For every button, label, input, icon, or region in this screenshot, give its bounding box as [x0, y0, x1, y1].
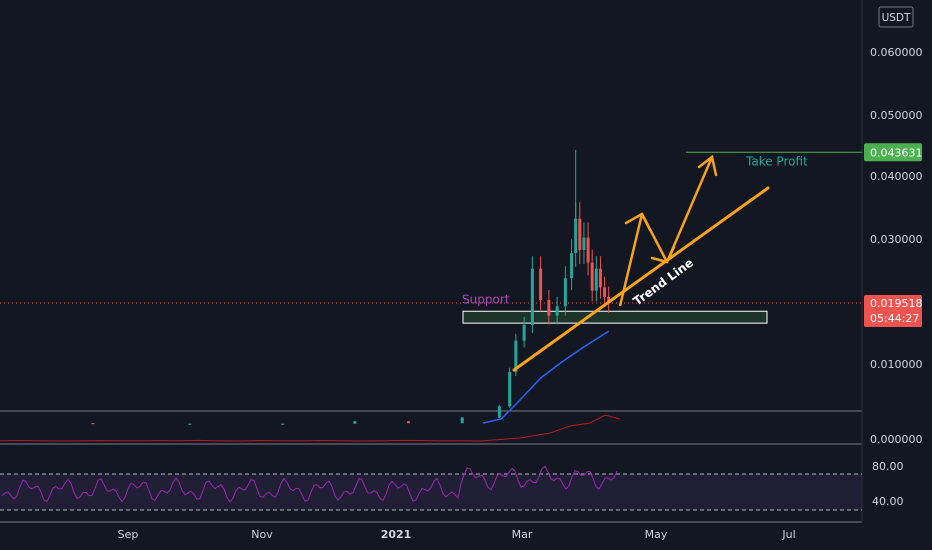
- time-label: Jul: [781, 528, 795, 541]
- take-profit-label: Take Profit: [745, 154, 808, 168]
- price-tick: 0.030000: [870, 233, 923, 246]
- candle-body: [539, 269, 542, 300]
- candle-body: [595, 269, 598, 291]
- time-label: Mar: [512, 528, 533, 541]
- candle-body: [523, 325, 526, 341]
- candle-body: [188, 424, 191, 425]
- rsi-band-fill: [0, 474, 862, 510]
- time-label: May: [645, 528, 668, 541]
- price-tick: 0.010000: [870, 358, 923, 371]
- candle-body: [599, 269, 602, 288]
- candle-body: [531, 269, 534, 325]
- current-price: 0.019518: [870, 297, 923, 310]
- candle-body: [582, 238, 585, 251]
- candle-body: [353, 421, 356, 424]
- currency-label: USDT: [882, 12, 911, 24]
- candle-body: [570, 253, 573, 278]
- candle-body: [498, 406, 501, 417]
- price-tick: 0.050000: [870, 109, 923, 122]
- rsi-tick: 80.00: [872, 460, 904, 473]
- candle-body: [407, 421, 410, 423]
- price-tick: 0.040000: [870, 170, 923, 183]
- time-label: Nov: [251, 528, 273, 541]
- support-zone[interactable]: [463, 311, 767, 323]
- candle-body: [91, 423, 94, 424]
- candle-body: [281, 424, 284, 425]
- price-tick: 0.060000: [870, 46, 923, 59]
- candle-body: [461, 418, 464, 424]
- time-label: Sep: [118, 528, 139, 541]
- candle-body: [556, 306, 559, 315]
- take-profit-price: 0.043631: [870, 146, 923, 159]
- time-label: 2021: [381, 528, 412, 541]
- support-label: Support: [462, 292, 510, 306]
- candle-body: [547, 300, 550, 316]
- candle-body: [564, 278, 567, 306]
- candle-body: [603, 288, 606, 297]
- candle-body: [587, 238, 590, 263]
- bar-countdown: 05:44:27: [870, 312, 919, 325]
- volume-tick: 0.000000: [870, 433, 923, 446]
- candle-body: [508, 372, 511, 406]
- candle-body: [578, 219, 581, 250]
- candle-body: [591, 263, 594, 291]
- rsi-tick: 40.00: [872, 495, 904, 508]
